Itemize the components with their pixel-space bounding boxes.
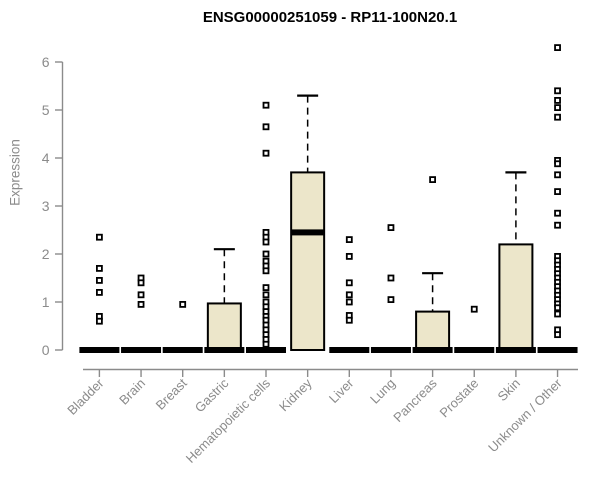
box-rect (206, 302, 242, 352)
median-bar (329, 347, 370, 353)
y-tick-label: 5 (42, 102, 50, 118)
outlier-point (262, 149, 270, 157)
outlier-point (387, 296, 395, 304)
x-tick-label: Liver (326, 375, 357, 406)
outlier-point (554, 104, 561, 111)
outlier-point (554, 160, 561, 168)
x-tick-label: Pancreas (390, 375, 440, 425)
x-tick-label: Breast (153, 375, 190, 412)
outlier-point (554, 44, 561, 51)
outlier-point (137, 300, 145, 308)
outlier-point (470, 305, 478, 313)
y-tick-label: 1 (42, 294, 50, 310)
outlier-point (345, 316, 353, 324)
outlier-point (345, 279, 353, 287)
x-tick-label: Unknown / Other (485, 375, 565, 455)
median-bar (495, 347, 536, 353)
outlier-point (345, 291, 353, 299)
outlier-point (554, 171, 561, 179)
outlier-point (345, 252, 353, 260)
x-tick-label: Gastric (192, 375, 232, 415)
median-bar (162, 347, 203, 353)
outlier-point (262, 291, 270, 299)
outlier-point (262, 101, 270, 109)
x-tick-label: Skin (495, 376, 523, 404)
outlier-point (554, 209, 561, 217)
y-tick-label: 3 (42, 198, 50, 214)
median-bar (204, 347, 245, 353)
outlier-point (554, 188, 561, 196)
median-bar (537, 347, 578, 353)
outlier-point (554, 304, 561, 312)
outlier-point (137, 291, 145, 299)
median-bar (291, 229, 325, 236)
outlier-point (345, 236, 353, 244)
outlier-point (554, 113, 561, 121)
outlier-point (554, 331, 561, 339)
median-bar (454, 347, 495, 353)
x-tick-label: Prostate (437, 376, 482, 421)
y-tick-label: 4 (42, 150, 50, 166)
box-rect (498, 243, 534, 351)
outlier-point (96, 264, 103, 272)
outlier-point (262, 123, 270, 131)
median-bar (370, 347, 411, 353)
outlier-point (262, 267, 270, 275)
x-tick-label: Brain (116, 376, 148, 408)
x-tick-label: Bladder (64, 375, 107, 418)
median-bar (246, 347, 286, 353)
outlier-point (262, 250, 270, 258)
y-tick-label: 6 (42, 54, 50, 70)
outlier-point (554, 87, 561, 95)
outlier-point (96, 233, 103, 241)
outlier-point (96, 317, 103, 325)
median-bar (121, 347, 162, 353)
outlier-point (96, 276, 103, 284)
outlier-point (179, 300, 187, 308)
box-rect (290, 171, 326, 351)
outlier-point (554, 221, 561, 229)
outlier-point (262, 238, 270, 246)
y-tick-label: 0 (42, 342, 50, 358)
outlier-point (554, 97, 561, 104)
outlier-point (387, 274, 395, 282)
median-bar (79, 347, 120, 353)
y-tick-label: 2 (42, 246, 50, 262)
outlier-point (345, 298, 353, 306)
outlier-point (137, 279, 145, 287)
outlier-point (262, 284, 270, 292)
box-rect (415, 310, 451, 352)
chart-title: ENSG00000251059 - RP11-100N20.1 (202, 9, 458, 26)
x-tick-label: Kidney (276, 375, 315, 414)
outlier-point (387, 224, 395, 232)
outlier-point (429, 176, 437, 184)
outlier-point (96, 288, 103, 296)
outlier-point (262, 340, 270, 348)
x-tick-label: Lung (367, 376, 398, 407)
outlier-point (554, 310, 561, 318)
median-bar (412, 347, 453, 353)
